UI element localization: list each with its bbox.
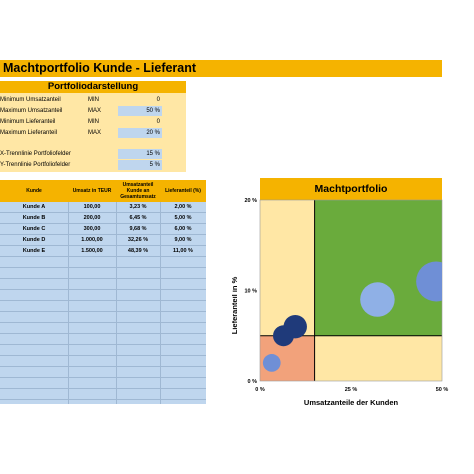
setting-row: X-Trennlinie Portfoliofelder 15 %: [0, 149, 186, 159]
chart-svg: Machtportfolio 0 % 25 % 50 % 0 % 10 % 20 % Umsa…: [230, 178, 449, 407]
data-bubble: [262, 354, 281, 372]
table-cell[interactable]: 48,39 %: [127, 248, 149, 254]
table-cell[interactable]: Kunde E: [22, 248, 46, 254]
data-bubble: [283, 314, 307, 339]
table-cell[interactable]: 1.000,00: [81, 237, 103, 243]
column-header-umsatzanteil: Umsatzanteil Kunde an Gesamtumsatz: [120, 182, 156, 200]
setting-label: Minimum Lieferanteil: [0, 119, 56, 125]
setting-row: Y-Trennlinie Portfoliofelder 5 %: [0, 160, 186, 170]
column-divider: [68, 202, 69, 404]
empty-table-row: [0, 323, 206, 334]
table-row: Kunde A 100,00 3,23 % 2,00 %: [0, 202, 206, 213]
empty-table-row: [0, 257, 206, 268]
column-header-umsatz: Umsatz in TEUR: [72, 188, 112, 194]
chart-title-band: [260, 178, 442, 200]
x-axis-label: Umsatzanteile der Kunden: [304, 398, 399, 407]
empty-table-row: [0, 378, 206, 389]
setting-row: Maximum Lieferanteil MAX 20 %: [0, 128, 186, 138]
table-row: Kunde E 1.500,00 48,39 % 11,00 %: [0, 246, 206, 257]
page-title: Machtportfolio Kunde - Lieferant: [0, 60, 442, 77]
empty-table-row: [0, 389, 206, 400]
empty-table-row: [0, 290, 206, 301]
y-tick-label: 10 %: [244, 289, 257, 295]
table-cell[interactable]: 3,23 %: [129, 204, 147, 210]
setting-value[interactable]: 5 %: [118, 160, 162, 170]
setting-label: Maximum Lieferanteil: [0, 130, 58, 136]
table-body: Kunde A 100,00 3,23 % 2,00 % Kunde B 200,00 6,…: [0, 202, 206, 404]
data-bubble: [360, 282, 395, 317]
empty-table-row: [0, 334, 206, 345]
setting-row: Maximum Umsatzanteil MAX 50 %: [0, 106, 186, 116]
setting-mode: MIN: [88, 97, 99, 103]
y-tick-label: 0 %: [248, 379, 258, 385]
table-cell[interactable]: 9,00 %: [174, 237, 192, 243]
setting-label: Y-Trennlinie Portfoliofelder: [0, 162, 71, 168]
table-cell[interactable]: Kunde B: [22, 215, 46, 221]
table-cell[interactable]: 11,00 %: [173, 248, 193, 254]
setting-value[interactable]: 15 %: [118, 149, 162, 159]
table-cell[interactable]: 1.500,00: [81, 248, 103, 254]
setting-value[interactable]: 20 %: [118, 128, 162, 138]
empty-table-row: [0, 345, 206, 356]
y-axis-label: Lieferanteil in %: [232, 276, 239, 334]
column-header-kunde: Kunde: [26, 188, 42, 194]
setting-label: Minimum Umsatzanteil: [0, 97, 61, 103]
table-cell[interactable]: 300,00: [83, 226, 101, 232]
table-cell[interactable]: 2,00 %: [174, 204, 192, 210]
y-tick-label: 20 %: [244, 198, 257, 204]
setting-label: X-Trennlinie Portfoliofelder: [0, 151, 71, 157]
setting-mode: MAX: [88, 130, 102, 136]
x-tick-label: 0 %: [255, 387, 265, 393]
table-cell[interactable]: 6,00 %: [174, 226, 192, 232]
empty-table-row: [0, 312, 206, 323]
setting-value[interactable]: 0: [156, 119, 160, 125]
setting-value[interactable]: 0: [156, 97, 160, 103]
empty-table-row: [0, 356, 206, 367]
empty-table-row: [0, 301, 206, 312]
x-tick-label: 25 %: [345, 387, 358, 393]
setting-label: Maximum Umsatzanteil: [0, 108, 63, 114]
empty-table-row: [0, 367, 206, 378]
table-cell[interactable]: Kunde A: [22, 204, 46, 210]
table-cell[interactable]: Kunde D: [22, 237, 46, 243]
table-cell[interactable]: 9,68 %: [129, 226, 147, 232]
chart-title: Machtportfolio: [315, 183, 388, 195]
setting-row: Minimum Umsatzanteil MIN 0: [0, 95, 186, 105]
data-bubble: [416, 261, 442, 302]
column-header-lieferanteil: Lieferanteil (%): [165, 188, 201, 194]
empty-table-row: [0, 279, 206, 290]
quadrant-top-left: [260, 200, 315, 336]
quadrant-bottom-right: [314, 335, 442, 381]
empty-table-row: [0, 268, 206, 279]
table-cell[interactable]: Kunde C: [22, 226, 46, 232]
table-cell[interactable]: 200,00: [83, 215, 101, 221]
column-divider: [160, 202, 161, 404]
table-header: Kunde Umsatz in TEUR Umsatzanteil Kunde …: [0, 180, 206, 202]
setting-mode: MAX: [88, 108, 102, 114]
table-cell[interactable]: 32,26 %: [127, 237, 149, 243]
table-row: Kunde B 200,00 6,45 % 5,00 %: [0, 213, 206, 224]
table-cell[interactable]: 6,45 %: [129, 215, 147, 221]
power-portfolio-chart: Machtportfolio 0 % 25 % 50 % 0 % 10 % 20 % Umsa…: [230, 178, 474, 408]
table-row: Kunde D 1.000,00 32,26 % 9,00 %: [0, 235, 206, 246]
table-cell[interactable]: 100,00: [83, 204, 101, 210]
table-cell[interactable]: 5,00 %: [174, 215, 192, 221]
portfolio-settings: Minimum Umsatzanteil MIN 0 Maximum Umsat…: [0, 93, 186, 172]
portfolio-header: Portfoliodarstellung: [0, 81, 186, 93]
setting-mode: MIN: [88, 119, 99, 125]
table-row: Kunde C 300,00 9,68 % 6,00 %: [0, 224, 206, 235]
x-tick-label: 50 %: [436, 387, 449, 393]
setting-row: Minimum Lieferanteil MIN 0: [0, 117, 186, 127]
column-divider: [116, 202, 117, 404]
setting-value[interactable]: 50 %: [118, 106, 162, 116]
